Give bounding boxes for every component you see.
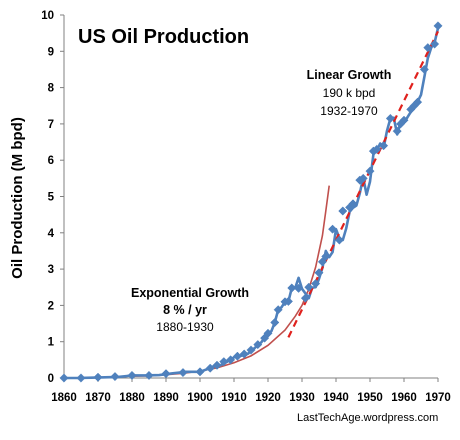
y-tick-label: 4 bbox=[48, 228, 55, 240]
data-point bbox=[334, 235, 344, 245]
data-markers bbox=[59, 21, 443, 383]
y-ticks: 0 1 2 3 4 5 6 7 8 9 10 bbox=[41, 10, 64, 385]
data-point bbox=[195, 367, 205, 377]
x-tick-label: 1930 bbox=[289, 392, 315, 404]
data-point bbox=[314, 268, 324, 278]
x-tick-label: 1920 bbox=[255, 392, 281, 404]
data-point bbox=[423, 43, 433, 53]
data-point bbox=[273, 305, 283, 315]
y-tick-label: 6 bbox=[48, 155, 54, 167]
linear-fit-line bbox=[287, 30, 439, 338]
data-point bbox=[212, 360, 222, 370]
x-tick-label: 1970 bbox=[425, 392, 451, 404]
exponential-annotation: Exponential Growth 8 % / yr 1880-1930 bbox=[131, 286, 249, 334]
data-point bbox=[239, 349, 249, 359]
data-point bbox=[270, 317, 280, 328]
x-tick-label: 1960 bbox=[391, 392, 417, 404]
data-point bbox=[59, 373, 69, 383]
data-point bbox=[399, 115, 409, 125]
y-tick-label: 3 bbox=[48, 264, 54, 276]
data-point bbox=[144, 370, 154, 381]
source-credit: LastTechAge.wordpress.com bbox=[297, 412, 438, 424]
x-tick-label: 1880 bbox=[119, 392, 145, 404]
exponential-rate-label: 8 % / yr bbox=[163, 303, 207, 317]
data-point bbox=[205, 363, 215, 373]
data-point bbox=[348, 199, 358, 209]
data-point bbox=[76, 373, 86, 383]
data-point bbox=[300, 293, 310, 303]
data-point bbox=[392, 126, 402, 136]
chart-title: US Oil Production bbox=[78, 26, 249, 48]
data-point bbox=[321, 251, 331, 261]
y-tick-label: 10 bbox=[41, 10, 54, 22]
data-point bbox=[246, 345, 256, 355]
exponential-years-label: 1880-1930 bbox=[156, 320, 214, 334]
y-tick-label: 0 bbox=[48, 373, 54, 385]
exponential-growth-label: Exponential Growth bbox=[131, 286, 249, 300]
data-point bbox=[385, 113, 395, 124]
data-point bbox=[358, 173, 368, 183]
x-tick-label: 1890 bbox=[153, 392, 179, 404]
x-tick-label: 1940 bbox=[323, 392, 349, 404]
data-point bbox=[93, 372, 103, 382]
data-point bbox=[287, 283, 297, 293]
x-tick-label: 1860 bbox=[51, 392, 77, 404]
data-point bbox=[253, 340, 263, 350]
data-point bbox=[226, 355, 236, 365]
y-tick-label: 2 bbox=[48, 300, 54, 312]
data-point bbox=[311, 279, 321, 289]
x-tick-label: 1950 bbox=[357, 392, 383, 404]
data-point bbox=[283, 296, 293, 306]
data-point bbox=[127, 370, 137, 381]
data-point bbox=[413, 97, 423, 107]
x-tick-label: 1910 bbox=[221, 392, 247, 404]
linear-growth-label: Linear Growth bbox=[307, 68, 392, 82]
y-tick-label: 9 bbox=[48, 46, 54, 58]
y-tick-label: 1 bbox=[48, 337, 55, 349]
data-point bbox=[379, 141, 389, 151]
data-point bbox=[430, 39, 440, 49]
data-point bbox=[232, 351, 242, 361]
data-point bbox=[338, 206, 348, 216]
y-tick-label: 5 bbox=[48, 192, 55, 204]
linear-rate-label: 190 k bpd bbox=[323, 86, 376, 100]
linear-years-label: 1932-1970 bbox=[320, 104, 378, 118]
x-ticks: 1860 1870 1880 1890 1900 1910 1920 1930 1940 1950… bbox=[51, 378, 451, 404]
data-point bbox=[317, 257, 327, 267]
data-point bbox=[433, 21, 443, 31]
data-point bbox=[419, 64, 429, 75]
data-point bbox=[365, 166, 375, 176]
data-point bbox=[161, 369, 171, 379]
y-tick-label: 7 bbox=[48, 119, 54, 131]
x-tick-label: 1900 bbox=[187, 392, 213, 404]
data-point bbox=[178, 368, 188, 378]
data-point bbox=[304, 282, 314, 292]
linear-annotation: Linear Growth 190 k bpd 1932-1970 bbox=[307, 68, 392, 118]
x-tick-label: 1870 bbox=[85, 392, 111, 404]
y-tick-label: 8 bbox=[48, 83, 55, 95]
data-point bbox=[263, 328, 273, 338]
data-point bbox=[294, 283, 304, 293]
data-point bbox=[110, 371, 120, 382]
data-point bbox=[372, 144, 382, 154]
y-axis-label: Oil Production (M bpd) bbox=[9, 117, 26, 279]
data-point bbox=[328, 224, 338, 234]
